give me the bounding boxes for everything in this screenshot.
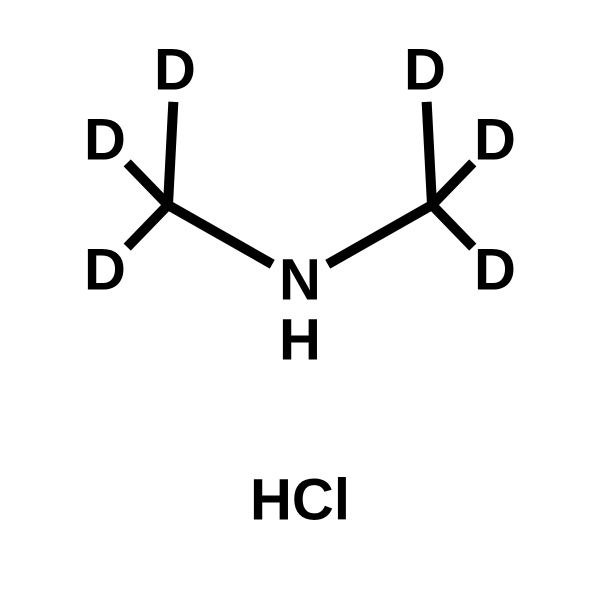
bond <box>427 102 432 205</box>
atom-H: H <box>279 308 321 373</box>
salt-label: HCl <box>250 468 350 533</box>
atom-N: N <box>279 248 321 313</box>
atom-D4: D <box>404 38 446 103</box>
bond <box>432 163 473 205</box>
bond <box>328 205 432 264</box>
atom-D2: D <box>84 108 126 173</box>
atom-D5: D <box>474 108 516 173</box>
bond <box>168 205 272 264</box>
bond <box>127 163 168 205</box>
molecule-diagram: NHDDDDDD HCl <box>0 0 600 600</box>
atom-D1: D <box>154 38 196 103</box>
atom-D6: D <box>474 238 516 303</box>
bond <box>432 205 473 247</box>
atom-D3: D <box>84 238 126 303</box>
bonds-layer <box>127 102 473 264</box>
bond <box>168 102 173 205</box>
bond <box>127 205 168 247</box>
atoms-layer: NHDDDDDD <box>84 38 516 373</box>
